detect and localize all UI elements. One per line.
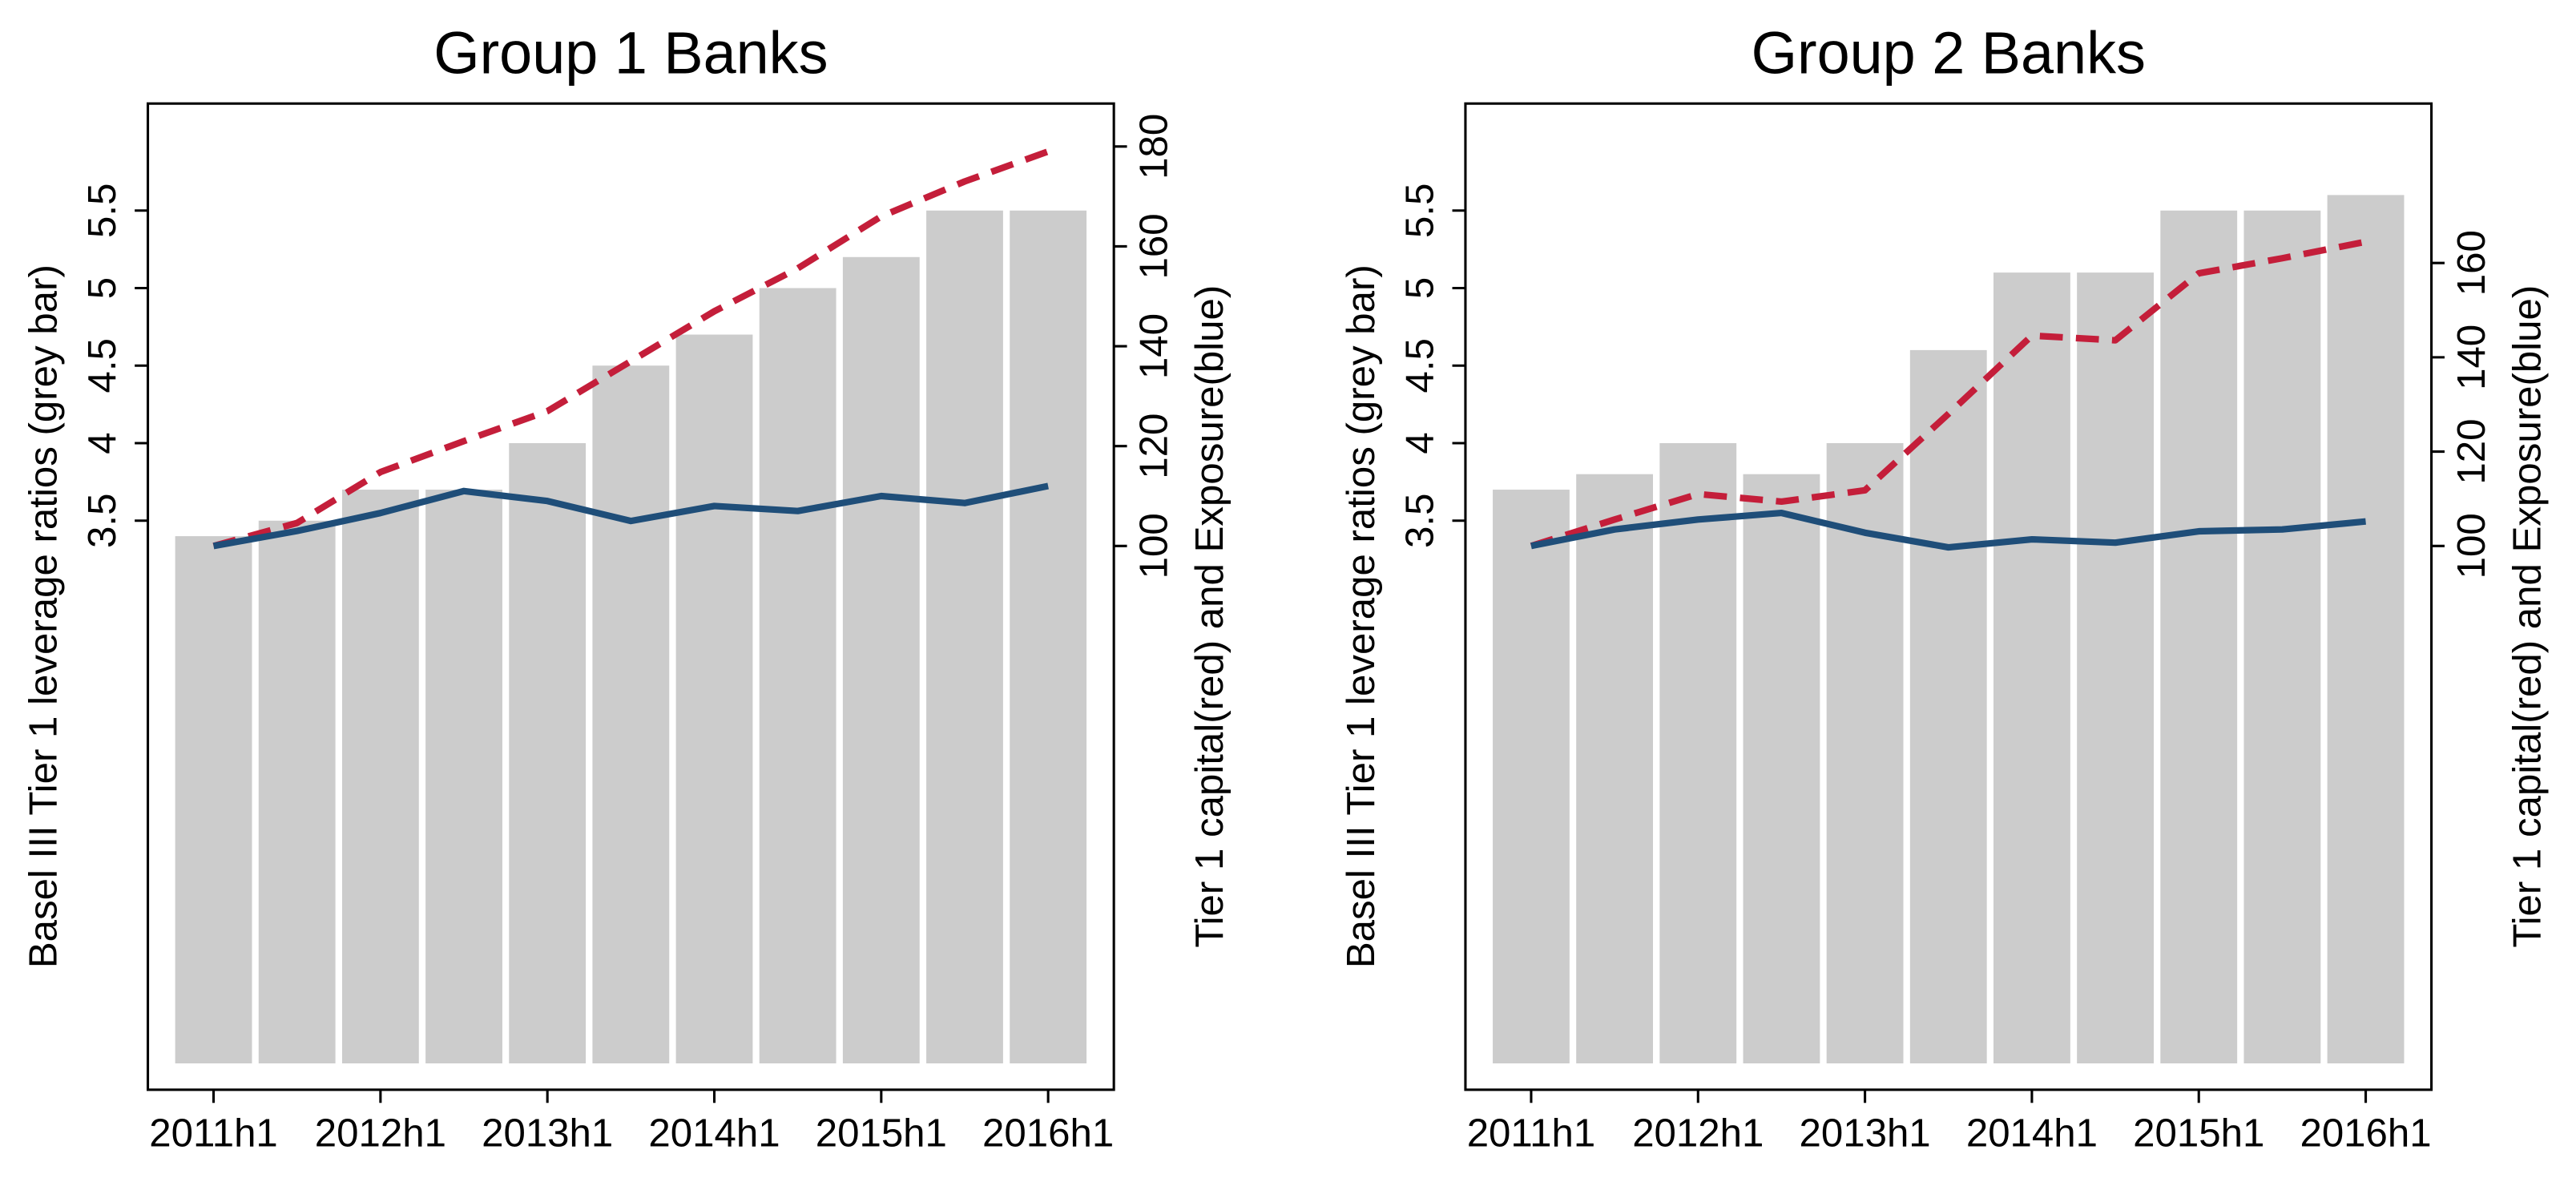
y-tick-label: 5.5 [1398, 184, 1442, 238]
y2-tick-label: 160 [1131, 213, 1175, 279]
x-tick-label: 2011h1 [149, 1111, 278, 1155]
bar [425, 490, 502, 1063]
plot-frame [146, 102, 1115, 1091]
x-tick-label: 2012h1 [315, 1111, 446, 1155]
y2-tick-label: 100 [1131, 513, 1175, 579]
bar [1826, 442, 1904, 1063]
x-tick-label: 2016h1 [982, 1111, 1114, 1155]
x-tick-label: 2014h1 [1966, 1111, 2098, 1155]
bar [2077, 272, 2154, 1063]
bar [1993, 272, 2070, 1063]
bar [1576, 474, 1654, 1063]
x-tick-label: 2016h1 [2300, 1111, 2431, 1155]
plot-frame [1464, 102, 2433, 1091]
x-tick-label: 2014h1 [648, 1111, 780, 1155]
y-axis-label: Basel III Tier 1 leverage ratios (grey b… [21, 264, 65, 968]
y2-tick-label: 180 [1131, 114, 1175, 180]
y-axis-label: Basel III Tier 1 leverage ratios (grey b… [1339, 264, 1383, 968]
x-tick-label: 2013h1 [482, 1111, 613, 1155]
bar [1493, 490, 1570, 1063]
y2-tick-label: 100 [2449, 513, 2493, 579]
x-tick-label: 2013h1 [1800, 1111, 1931, 1155]
chart-title: Group 2 Banks [1752, 19, 2146, 86]
bar [258, 520, 336, 1063]
y2-tick-label: 140 [2449, 325, 2493, 390]
y2-tick-label: 120 [1131, 413, 1175, 479]
y-tick-label: 3.5 [80, 494, 124, 548]
bar [509, 442, 587, 1063]
y-tick-label: 4.5 [1398, 338, 1442, 393]
y-tick-label: 5.5 [80, 184, 124, 238]
bar [1659, 442, 1737, 1063]
y2-tick-label: 160 [2449, 230, 2493, 296]
line [1530, 509, 2366, 551]
bar [1010, 210, 1087, 1063]
y-tick-label: 4.5 [80, 338, 124, 393]
bar [1743, 474, 1820, 1063]
y-tick-label: 5 [1398, 277, 1442, 299]
x-tick-label: 2015h1 [816, 1111, 947, 1155]
line [212, 148, 1050, 550]
line [1530, 238, 2367, 550]
bar [175, 536, 252, 1063]
bar [341, 490, 419, 1063]
bar [2327, 195, 2405, 1063]
y-tick-label: 4 [80, 432, 124, 454]
y2-axis-label: Tier 1 capital(red) and Exposure(blue) [2505, 285, 2550, 948]
bar [842, 256, 920, 1063]
y-tick-label: 4 [1398, 432, 1442, 454]
chart-title: Group 1 Banks [433, 19, 828, 86]
y-tick-label: 3.5 [1398, 494, 1442, 548]
bar [926, 210, 1003, 1063]
y2-tick-label: 140 [1131, 313, 1175, 379]
bar [759, 288, 836, 1063]
x-tick-label: 2015h1 [2133, 1111, 2264, 1155]
bar [1909, 349, 1987, 1063]
x-tick-label: 2012h1 [1632, 1111, 1764, 1155]
line [212, 482, 1049, 550]
bar [2243, 210, 2321, 1063]
y-tick-label: 5 [80, 277, 124, 299]
y2-tick-label: 120 [2449, 419, 2493, 485]
bar [675, 334, 753, 1063]
bar [592, 365, 670, 1063]
x-tick-label: 2011h1 [1467, 1111, 1596, 1155]
bar [2160, 210, 2238, 1063]
y2-axis-label: Tier 1 capital(red) and Exposure(blue) [1187, 285, 1232, 948]
